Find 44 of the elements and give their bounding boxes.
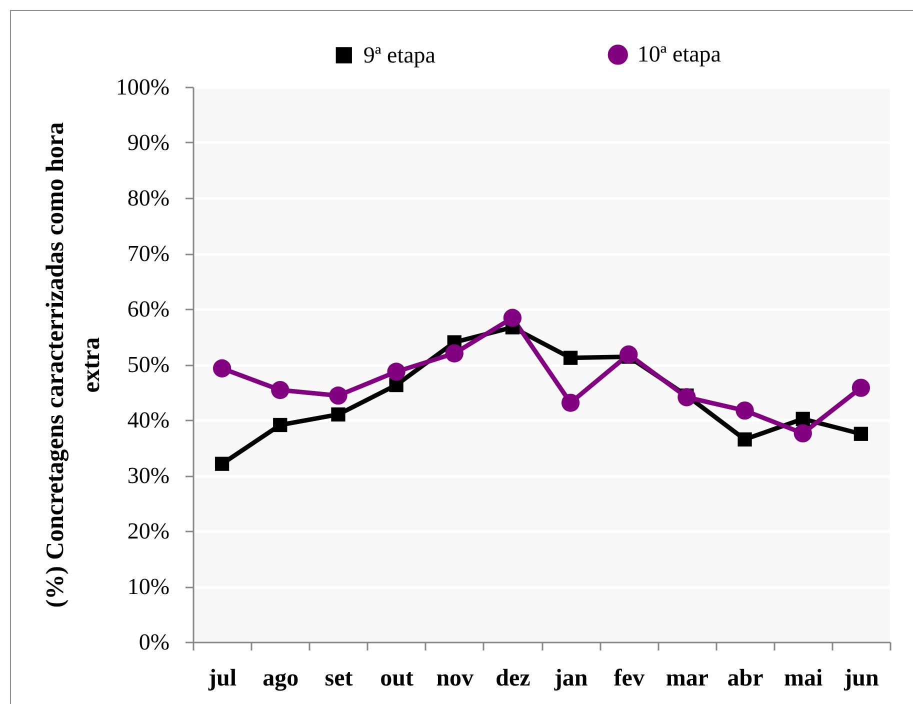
x-tick-label: jan	[553, 666, 588, 692]
x-tick-label: set	[324, 666, 353, 692]
x-tick-label: fev	[614, 666, 644, 692]
point	[561, 394, 580, 412]
y-tick-label: 100%	[116, 74, 170, 100]
x-tick-label: dez	[496, 666, 531, 692]
y-tick-label: 80%	[127, 186, 170, 210]
point	[214, 456, 230, 471]
point	[271, 380, 290, 400]
point	[212, 359, 232, 378]
point	[854, 426, 868, 441]
point	[563, 350, 578, 365]
point	[794, 424, 812, 442]
y-tick-label: 20%	[127, 518, 170, 544]
point	[273, 418, 288, 432]
y-tick-label: 50%	[127, 352, 170, 377]
y-tick-label: 40%	[127, 408, 170, 432]
x-tick-label: mar	[666, 666, 709, 692]
y-axis-title: (%) Concretagens caracterrizadas como hora extra	[42, 122, 105, 608]
x-tick-label: jul	[208, 666, 237, 692]
x-tick-label: abr	[727, 666, 764, 692]
point	[678, 388, 696, 406]
y-tick-label: 90%	[127, 130, 170, 155]
x-tick-label: ago	[262, 666, 299, 692]
point	[329, 386, 348, 405]
legend-label: 9ª etapa	[363, 42, 436, 68]
point	[796, 412, 810, 426]
y-tick-label: 0%	[138, 630, 170, 654]
legend-label: 10ª etapa	[637, 42, 722, 67]
point	[738, 432, 752, 446]
point	[736, 402, 754, 420]
y-tick-label: 30%	[127, 463, 170, 488]
x-tick-label: mai	[784, 666, 824, 692]
point	[852, 378, 870, 397]
y-tick-label: 60%	[127, 296, 170, 322]
point	[445, 344, 464, 362]
x-tick-label: jun	[843, 666, 879, 692]
y-tick-label: 70%	[127, 241, 170, 266]
point	[387, 362, 406, 381]
x-tick-label: out	[380, 666, 414, 692]
point	[503, 308, 522, 327]
x-tick-label: nov	[436, 666, 474, 692]
y-tick-label: 10%	[127, 574, 170, 599]
point	[331, 407, 346, 422]
